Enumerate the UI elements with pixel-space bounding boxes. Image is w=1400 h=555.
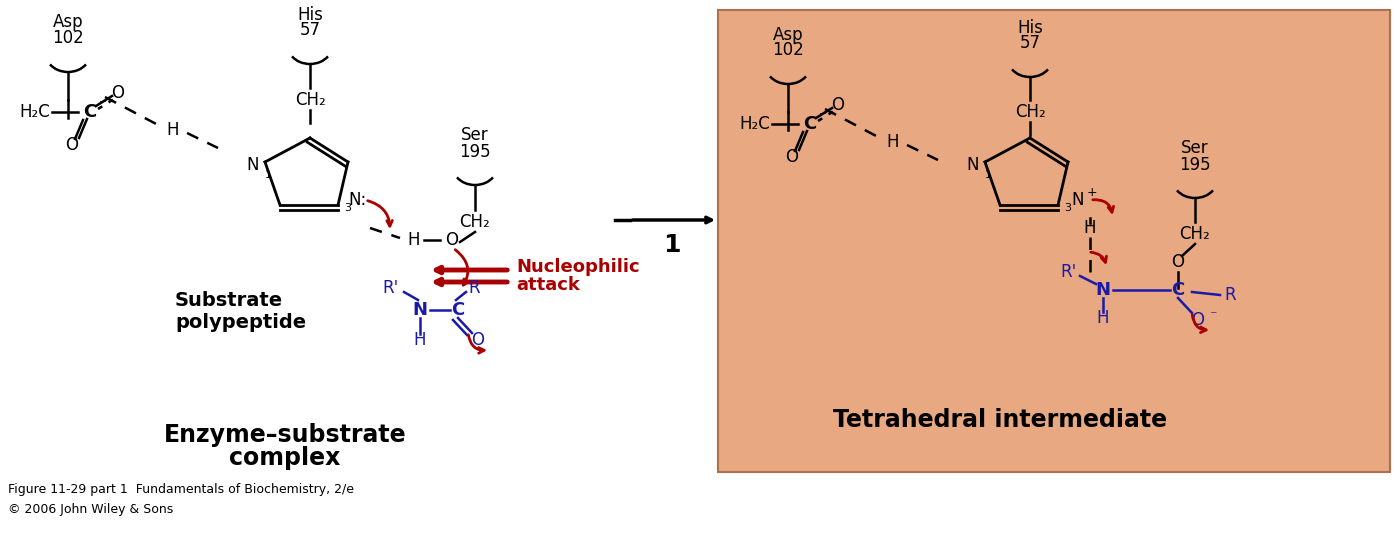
- Text: CH₂: CH₂: [1015, 103, 1046, 121]
- Text: H: H: [886, 133, 899, 151]
- Text: CH₂: CH₂: [459, 213, 490, 231]
- Text: Ser: Ser: [461, 126, 489, 144]
- Text: H: H: [1096, 309, 1109, 327]
- Text: O: O: [1172, 253, 1184, 271]
- Text: complex: complex: [230, 446, 340, 470]
- Text: N: N: [246, 156, 259, 174]
- Text: ⁻: ⁻: [819, 109, 827, 124]
- Text: Nucleophilic: Nucleophilic: [517, 258, 640, 276]
- Text: His: His: [297, 6, 323, 24]
- Text: O: O: [112, 84, 125, 102]
- Text: 195: 195: [1179, 156, 1211, 174]
- Text: C: C: [1172, 281, 1184, 299]
- Text: O: O: [66, 136, 78, 154]
- Text: N: N: [1072, 191, 1084, 209]
- Text: H: H: [1084, 219, 1096, 237]
- Text: Substrate: Substrate: [175, 290, 283, 310]
- Text: 195: 195: [459, 143, 491, 161]
- Text: C: C: [84, 103, 97, 121]
- Text: C: C: [451, 301, 465, 319]
- Text: N: N: [413, 301, 427, 319]
- Text: R: R: [1224, 286, 1236, 304]
- Text: O: O: [1191, 311, 1204, 329]
- Text: 3: 3: [1064, 203, 1071, 213]
- Text: O: O: [445, 231, 459, 249]
- Text: H: H: [414, 331, 426, 349]
- Bar: [718, 10, 1390, 472]
- Text: R': R': [382, 279, 398, 297]
- Text: His: His: [1016, 19, 1043, 37]
- Text: 102: 102: [773, 41, 804, 59]
- Text: 3: 3: [344, 203, 351, 213]
- Text: +: +: [1086, 186, 1098, 199]
- Text: O: O: [785, 148, 798, 166]
- Text: N: N: [967, 156, 979, 174]
- Text: H: H: [407, 231, 420, 249]
- Text: Asp: Asp: [53, 13, 84, 31]
- Text: 57: 57: [1019, 34, 1040, 52]
- Text: C: C: [804, 115, 816, 133]
- Text: 102: 102: [52, 29, 84, 47]
- Text: CH₂: CH₂: [1180, 225, 1211, 243]
- Text: N:: N:: [349, 191, 367, 209]
- Text: attack: attack: [517, 276, 580, 294]
- Text: Ser: Ser: [1182, 139, 1208, 157]
- Text: 1: 1: [984, 170, 991, 180]
- Text: polypeptide: polypeptide: [175, 312, 307, 331]
- Text: Tetrahedral intermediate: Tetrahedral intermediate: [833, 408, 1168, 432]
- Text: R': R': [1060, 263, 1077, 281]
- Text: Asp: Asp: [773, 26, 804, 44]
- Text: CH₂: CH₂: [294, 91, 325, 109]
- Text: ⁻: ⁻: [99, 98, 106, 113]
- Text: 1: 1: [664, 233, 680, 257]
- Text: 1: 1: [265, 170, 272, 180]
- Text: © 2006 John Wiley & Sons: © 2006 John Wiley & Sons: [8, 503, 174, 517]
- Text: O: O: [832, 96, 844, 114]
- Text: 57: 57: [300, 21, 321, 39]
- Text: O: O: [472, 331, 484, 349]
- Text: R: R: [468, 279, 480, 297]
- Text: ⁻: ⁻: [1210, 309, 1217, 323]
- Text: H₂C: H₂C: [20, 103, 50, 121]
- Text: H: H: [167, 121, 179, 139]
- Text: H₂C: H₂C: [739, 115, 770, 133]
- Text: N: N: [1095, 281, 1110, 299]
- Text: Figure 11-29 part 1  Fundamentals of Biochemistry, 2/e: Figure 11-29 part 1 Fundamentals of Bioc…: [8, 483, 354, 497]
- Text: Enzyme–substrate: Enzyme–substrate: [164, 423, 406, 447]
